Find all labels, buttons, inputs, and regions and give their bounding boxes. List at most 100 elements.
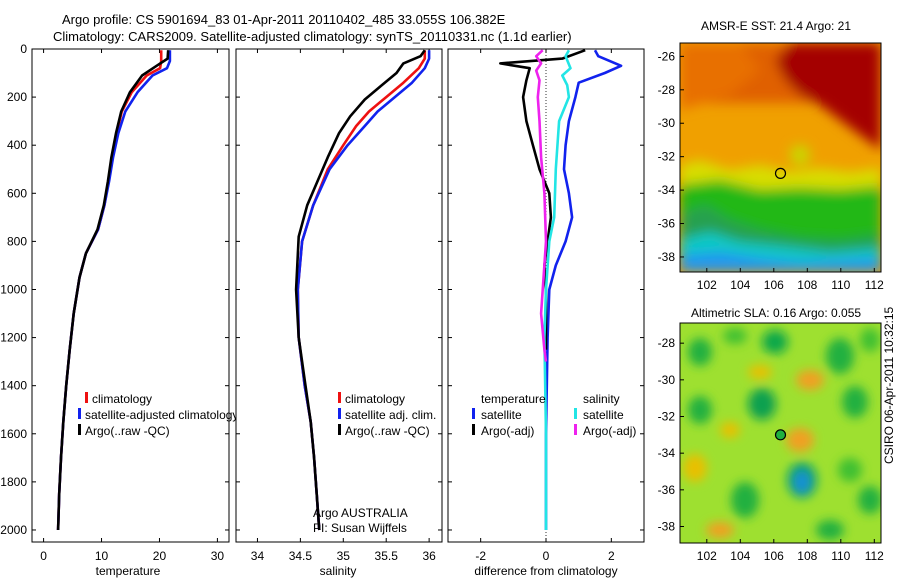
difference-legend-temperature-header: temperature: [481, 392, 546, 406]
map1-xtick-label: 104: [730, 549, 750, 563]
panel1-xtick-label: 34.5: [289, 549, 313, 563]
sla-map-title: Altimetric SLA: 0.16 Argo: 0.055: [691, 306, 861, 320]
depth-tick-label: 1000: [0, 282, 27, 296]
difference-legend-temp-satellite: satellite: [481, 408, 522, 422]
difference-legend: temperature satellite Argo(-adj) salinit…: [472, 392, 636, 438]
sla-map-image: [680, 323, 881, 543]
figure-title-line1: Argo profile: CS 5901694_83 01-Apr-2011 …: [62, 12, 506, 27]
map0-ytick-label: -32: [658, 150, 676, 164]
panel2-series-sal_argo: [534, 49, 548, 362]
panel0-xtick-label: 10: [95, 549, 109, 563]
panel2-series-argo: [498, 48, 586, 350]
map1-xtick-label: 106: [764, 549, 784, 563]
map1-ytick-label: -28: [658, 336, 676, 350]
difference-legend-temp-argo: Argo(-adj): [481, 424, 534, 438]
map1-xtick-label: 108: [797, 549, 817, 563]
temperature-xlabel: temperature: [96, 564, 161, 578]
difference-lines: [498, 48, 623, 530]
salinity-legend-swatch-satellite: [338, 408, 341, 419]
sst-map-title: AMSR-E SST: 21.4 Argo: 21: [701, 19, 851, 33]
difference-ticks: -2 0 2: [448, 48, 644, 563]
sst-argo-marker: [774, 167, 787, 179]
temperature-legend-satellite: satellite-adjusted climatology: [85, 408, 238, 422]
map1-ytick-label: -30: [658, 373, 676, 387]
depth-tick-label: 0: [20, 42, 27, 56]
panel1-xtick-label: 34: [251, 549, 265, 563]
panel0-xtick-label: 20: [153, 549, 167, 563]
temperature-legend-swatch-climatology: [85, 392, 88, 403]
map1-xtick-label: 102: [697, 549, 717, 563]
map0-ytick-label: -34: [658, 183, 676, 197]
salinity-ticks: 34 34.5 35 35.5 36: [236, 48, 442, 563]
panel2-series-sal_satellite: [543, 49, 572, 530]
difference-legend-salinity-header: salinity: [583, 392, 620, 406]
panel1-series-argo: [294, 49, 426, 531]
map1-ytick-label: -38: [658, 520, 676, 534]
depth-tick-label: 200: [7, 90, 27, 104]
temperature-legend-swatch-argo: [78, 424, 81, 435]
depth-tick-label: 1400: [0, 379, 27, 393]
depth-tick-label: 800: [7, 234, 27, 248]
panel1-xtick-label: 35: [337, 549, 351, 563]
temperature-ticks: 0 200 400 600 800 1000 1200 1400 1600 1800 2000 0 10…: [0, 42, 229, 563]
panel2-series-satellite: [544, 49, 623, 530]
depth-tick-label: 1600: [0, 427, 27, 441]
map0-ytick-label: -36: [658, 217, 676, 231]
salinity-lines: [294, 49, 431, 531]
map0-xtick-label: 110: [831, 278, 850, 292]
panel2-xtick-label: 0: [543, 549, 550, 563]
map1-ytick-label: -34: [658, 446, 676, 460]
map0-ytick-label: -28: [658, 83, 676, 97]
salinity-legend-climatology: climatology: [345, 392, 405, 406]
salinity-annotation-line2: PI: Susan Wijffels: [313, 521, 407, 535]
map0-xtick-label: 102: [697, 278, 717, 292]
map0-xtick-label: 108: [797, 278, 817, 292]
difference-xlabel: difference from climatology: [474, 564, 617, 578]
difference-legend-sal-argo: Argo(-adj): [583, 424, 636, 438]
map0-xtick-label: 106: [764, 278, 784, 292]
panel2-xtick-label: 2: [608, 549, 615, 563]
sla-map-panel: Altimetric SLA: 0.16 Argo: 0.055: [658, 306, 885, 563]
map0-ytick-label: -26: [658, 49, 676, 63]
panel0-series-argo: [56, 50, 170, 531]
temperature-legend-argo: Argo(..raw -QC): [85, 424, 170, 438]
map1-xtick-label: 112: [865, 549, 884, 563]
map0-ytick-label: -30: [658, 116, 676, 130]
depth-tick-label: 600: [7, 186, 27, 200]
temperature-axes-frame: [31, 48, 230, 543]
salinity-xlabel: salinity: [320, 564, 357, 578]
salinity-annotation-line1: Argo AUSTRALIA: [313, 506, 408, 520]
temperature-panel: 0 200 400 600 800 1000 1200 1400 1600 1800 2000 0 10…: [0, 42, 238, 578]
side-timestamp-label: CSIRO 06-Apr-2011 10:32:15: [882, 306, 896, 464]
map1-xtick-label: 110: [831, 549, 850, 563]
panel0-xtick-label: 30: [211, 549, 225, 563]
difference-legend-swatch-sal-satellite: [574, 408, 577, 419]
salinity-legend: climatology satellite adj. clim. Argo(..…: [338, 392, 436, 438]
temperature-legend-swatch-satellite: [78, 408, 81, 419]
salinity-panel: 34 34.5 35 35.5 36 salinity climatology sate…: [235, 48, 443, 578]
map0-xtick-label: 112: [865, 278, 884, 292]
sst-map-image: [680, 43, 881, 272]
panel0-xtick-label: 0: [40, 549, 47, 563]
depth-tick-label: 2000: [0, 523, 27, 537]
sla-argo-marker: [774, 429, 787, 441]
temperature-legend-climatology: climatology: [92, 392, 152, 406]
temperature-lines: [56, 50, 172, 531]
figure-title-line2: Climatology: CARS2009. Satellite-adjuste…: [53, 29, 572, 44]
map1-ytick-label: -32: [658, 410, 676, 424]
panel1-xtick-label: 35.5: [375, 549, 399, 563]
difference-legend-swatch-temp-argo: [472, 424, 475, 435]
difference-legend-swatch-sal-argo: [574, 424, 577, 435]
sla-map-ticks: 102 104 106 108 110 112 -28 -30 -32 -34 -36 -38: [658, 336, 885, 563]
salinity-legend-swatch-climatology: [338, 392, 341, 403]
depth-tick-label: 1800: [0, 475, 27, 489]
sla-map-frame: [679, 322, 882, 544]
map0-ytick-label: -38: [658, 250, 676, 264]
map0-xtick-label: 104: [730, 278, 750, 292]
salinity-legend-swatch-argo: [338, 424, 341, 435]
sst-map-frame: [679, 42, 882, 273]
panel2-xtick-label: -2: [475, 549, 486, 563]
temperature-legend: climatology satellite-adjusted climatolo…: [78, 392, 238, 438]
difference-legend-sal-satellite: satellite: [583, 408, 624, 422]
